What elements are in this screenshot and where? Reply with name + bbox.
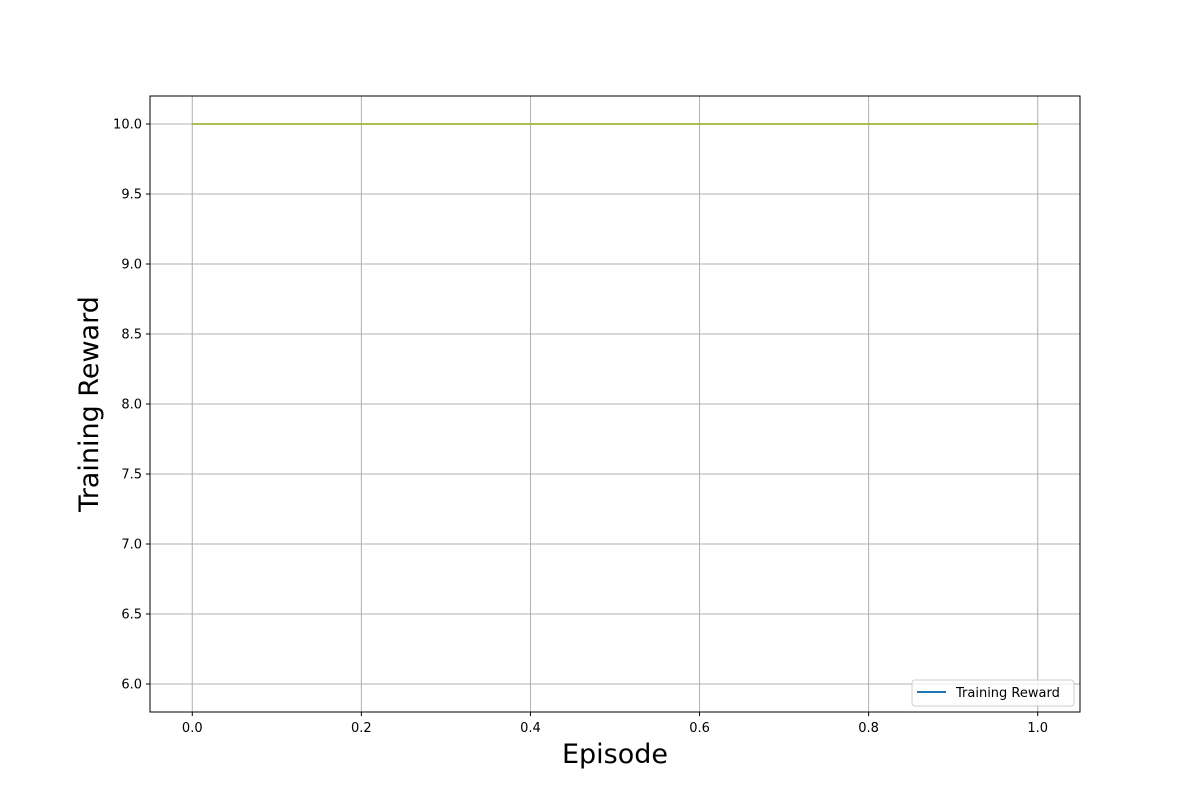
legend-label-training-reward: Training Reward <box>955 686 1060 701</box>
x-tick-label: 1.0 <box>1027 721 1048 736</box>
x-tick-label: 0.4 <box>520 721 541 736</box>
y-tick-label: 8.5 <box>121 328 142 343</box>
x-tick-label: 0.2 <box>351 721 372 736</box>
x-tick-label: 0.0 <box>182 721 203 736</box>
x-axis-ticks: 0.0 0.2 0.4 0.6 0.8 1.0 <box>182 712 1048 736</box>
legend-box <box>911 679 1075 707</box>
y-tick-label: 8.0 <box>121 398 142 413</box>
y-tick-label: 7.0 <box>121 538 142 553</box>
y-tick-label: 10.0 <box>113 118 142 133</box>
y-tick-label: 9.5 <box>121 188 142 203</box>
grid <box>150 96 1080 712</box>
x-axis-label: Episode <box>562 739 668 770</box>
y-axis-label: Training Reward <box>74 296 105 513</box>
x-tick-label: 0.6 <box>689 721 710 736</box>
y-axis-ticks: 6.0 6.5 7.0 7.5 8.0 8.5 9.0 9.5 10.0 <box>113 118 150 693</box>
y-tick-label: 9.0 <box>121 258 142 273</box>
legend: Training Reward <box>911 679 1075 707</box>
y-tick-label: 6.5 <box>121 608 142 623</box>
x-tick-label: 0.8 <box>858 721 879 736</box>
y-tick-label: 6.0 <box>121 678 142 693</box>
y-tick-label: 7.5 <box>121 468 142 483</box>
